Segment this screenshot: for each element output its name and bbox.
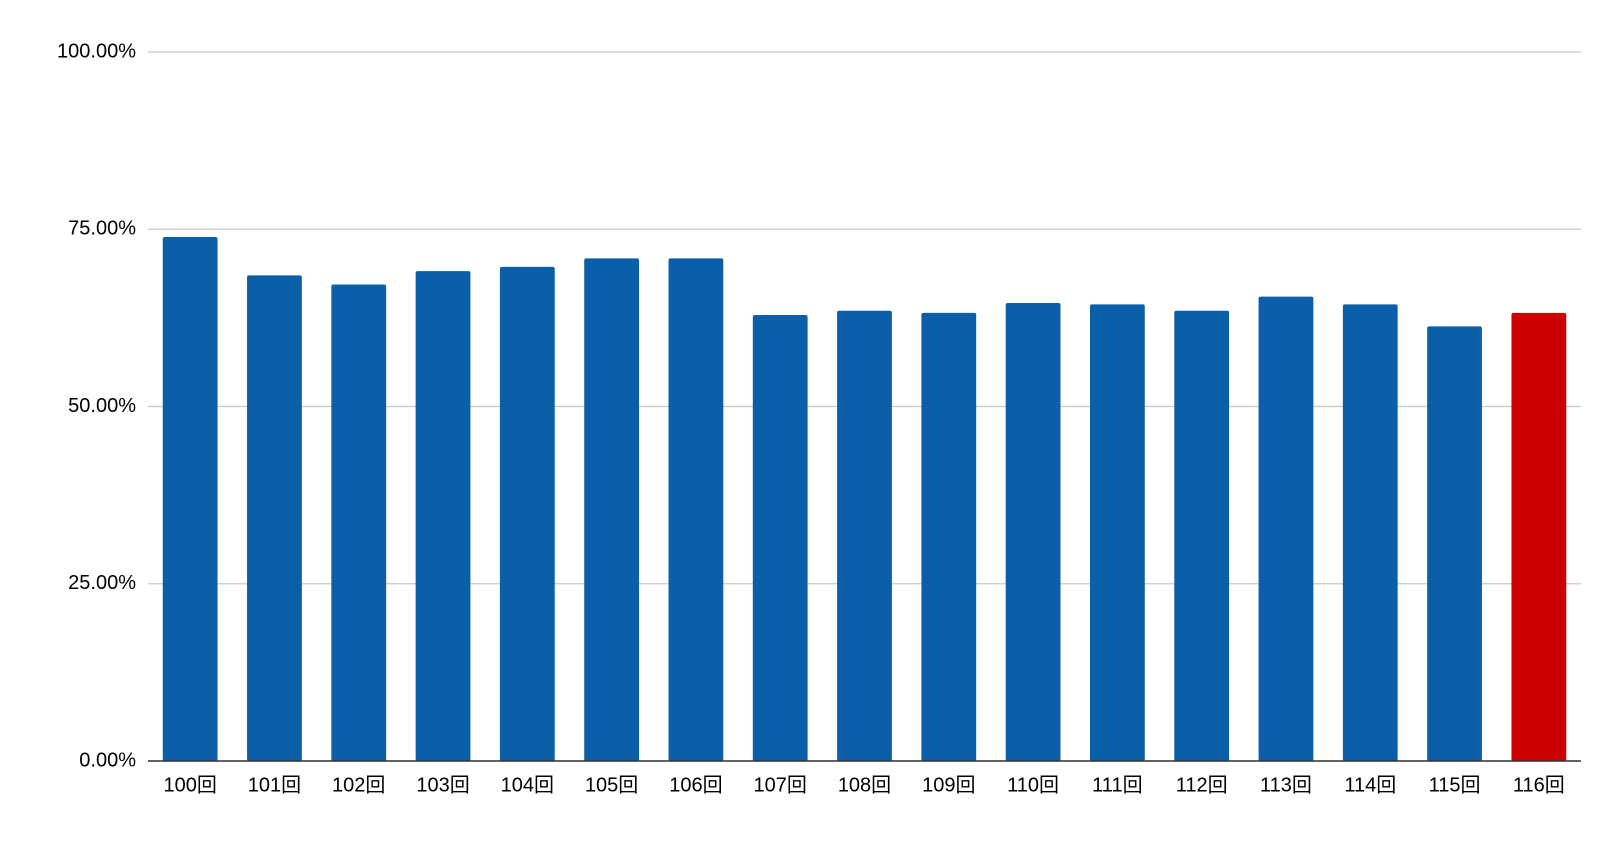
x-tick-label: 103回 [416, 774, 469, 796]
bar [162, 237, 218, 761]
y-tick-label: 75.00% [68, 218, 136, 240]
x-tick-label: 101回 [248, 774, 301, 796]
bar [921, 312, 977, 761]
x-tick-label: 107回 [754, 774, 807, 796]
x-tick-label: 106回 [669, 774, 722, 796]
bar [837, 310, 892, 761]
x-tick-label: 110回 [1007, 774, 1059, 796]
x-tick-label: 111回 [1092, 774, 1142, 796]
bar [331, 284, 387, 761]
bar [1342, 304, 1398, 761]
y-tick-label: 25.00% [68, 572, 136, 594]
bar [668, 258, 724, 761]
bar [1005, 302, 1061, 761]
bar [1174, 310, 1230, 761]
bar [584, 258, 640, 761]
bar [752, 315, 808, 761]
bar [1089, 304, 1145, 761]
y-tick-label: 0.00% [79, 749, 136, 771]
x-tick-label: 113回 [1260, 774, 1312, 796]
x-tick-label: 108回 [838, 774, 891, 796]
x-tick-label: 116回 [1513, 774, 1565, 796]
x-tick-label: 114回 [1344, 774, 1396, 796]
bar [1427, 326, 1482, 761]
x-tick-label: 105回 [585, 774, 638, 796]
x-tick-label: 104回 [501, 774, 554, 796]
x-tick-label: 102回 [332, 774, 385, 796]
x-tick-label: 100回 [163, 774, 216, 796]
bar [415, 271, 471, 761]
bar [247, 275, 302, 761]
x-tick-label: 112回 [1176, 774, 1228, 796]
bar [1258, 296, 1314, 761]
y-tick-label: 100.00% [57, 40, 136, 62]
x-tick-label: 109回 [922, 774, 975, 796]
x-tick-label: 115回 [1429, 774, 1481, 796]
bar [1511, 312, 1567, 761]
y-tick-label: 50.00% [68, 395, 136, 417]
bar [499, 266, 555, 761]
